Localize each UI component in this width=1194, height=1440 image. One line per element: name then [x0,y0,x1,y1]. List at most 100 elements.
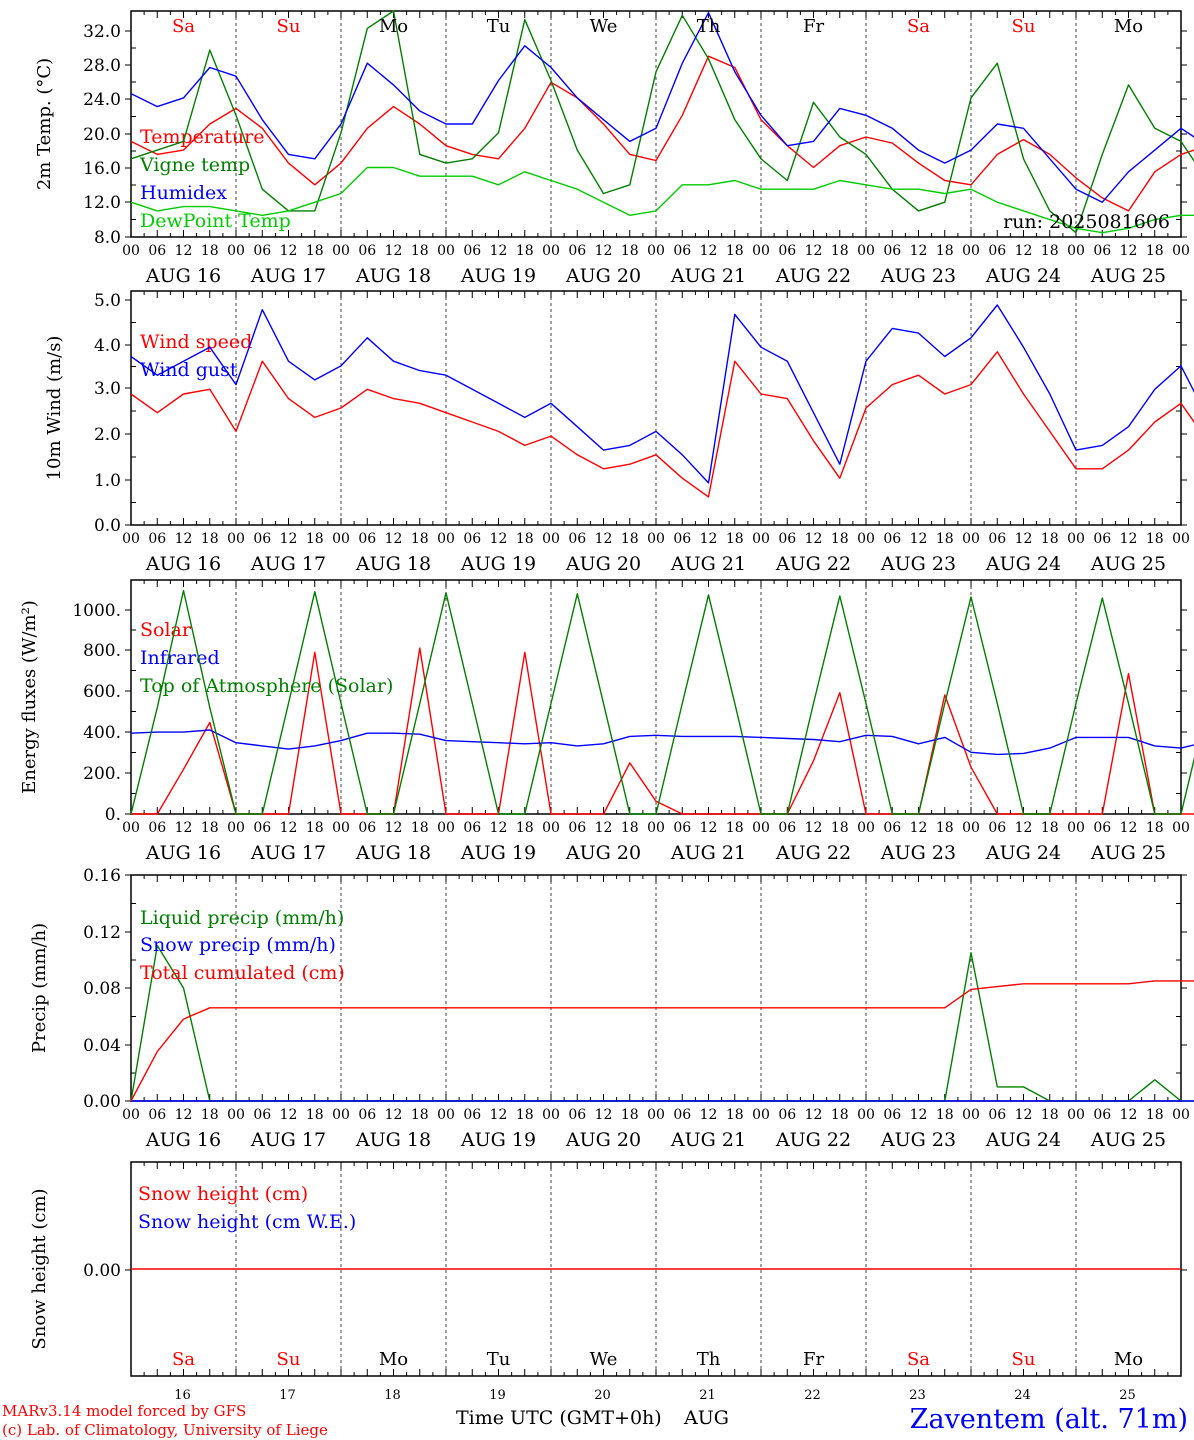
hour-tick-label: 12 [280,820,298,836]
date-label: AUG 16 [145,265,221,287]
hour-tick-label: 06 [568,531,586,547]
hour-tick-label: 06 [988,1107,1006,1123]
hour-tick-label: 12 [595,243,613,259]
credit-line: (c) Lab. of Climatology, University of L… [2,1421,328,1439]
day-number: 25 [1119,1388,1136,1403]
hour-tick-label: 06 [883,820,901,836]
date-label: AUG 21 [670,553,746,575]
y-tick-label: 0.04 [83,1036,121,1056]
hour-tick-label: 00 [227,820,245,836]
date-label: AUG 18 [355,553,431,575]
y-tick-label: 16.0 [83,159,121,179]
hour-tick-label: 12 [175,243,193,259]
date-label: AUG 25 [1090,265,1166,287]
y-tick-label: 28.0 [83,56,121,76]
legend-entry: DewPoint Temp [140,210,291,232]
hour-tick-label: 00 [227,1107,245,1123]
y-axis-label: Precip (mm/h) [29,923,50,1053]
date-label: AUG 21 [670,842,746,864]
hour-tick-label: 06 [1093,1107,1111,1123]
hour-tick-label: 12 [490,531,508,547]
hour-tick-label: 06 [463,531,481,547]
hour-tick-label: 06 [148,1107,166,1123]
hour-tick-label: 12 [175,820,193,836]
series-top-of-atmosphere-solar- [130,589,1194,815]
date-label: AUG 22 [775,553,851,575]
hour-tick-label: 00 [857,243,875,259]
hour-tick-label: 00 [437,1107,455,1123]
date-label: AUG 20 [565,553,641,575]
series-infrared [130,729,1194,756]
hour-tick-label: 18 [1041,1107,1059,1123]
hour-tick-label: 12 [280,531,298,547]
date-label: AUG 23 [880,1129,956,1151]
y-tick-label: 32.0 [83,22,121,42]
weekday-label-bottom: Su [277,1349,301,1370]
weekday-label: Sa [172,16,195,37]
hour-tick-label: 12 [490,820,508,836]
hour-tick-label: 12 [910,243,928,259]
date-label: AUG 25 [1090,842,1166,864]
series-line [130,980,1194,1102]
series-line [130,729,1194,756]
hour-tick-label: 12 [490,243,508,259]
hour-tick-label: 12 [595,1107,613,1123]
hour-tick-label: 18 [726,820,744,836]
y-tick-label: 200. [83,764,121,784]
y-tick-label: 0.0 [94,516,121,536]
date-label: AUG 22 [775,265,851,287]
hour-tick-label: 00 [647,531,665,547]
hour-tick-label: 06 [988,820,1006,836]
hour-tick-label: 06 [1093,820,1111,836]
hour-tick-label: 06 [148,531,166,547]
y-tick-label: 0.08 [83,979,121,999]
hour-tick-label: 18 [516,1107,534,1123]
hour-tick-label: 06 [673,531,691,547]
hour-tick-label: 12 [1120,243,1138,259]
y-tick-label: 8.0 [94,228,121,248]
legend-entry: Wind speed [140,331,252,353]
hour-tick-label: 18 [936,820,954,836]
hour-tick-label: 06 [1093,531,1111,547]
credit-line: MARv3.14 model forced by GFS [2,1402,246,1420]
date-label: AUG 20 [565,842,641,864]
legend-entry: Top of Atmosphere (Solar) [140,675,393,697]
y-axis-label: 2m Temp. (°C) [34,58,55,190]
hour-tick-label: 18 [1146,820,1164,836]
y-tick-label: 12.0 [83,193,121,213]
hour-tick-label: 12 [595,531,613,547]
y-tick-label: 400. [83,723,121,743]
y-tick-label: 0.00 [83,1092,121,1112]
hour-tick-label: 06 [463,1107,481,1123]
station-label: Zaventem (alt. 71m) [910,1404,1188,1435]
hour-tick-label: 00 [437,243,455,259]
date-label: AUG 19 [460,1129,536,1151]
hour-tick-label: 12 [910,1107,928,1123]
hour-tick-label: 06 [673,243,691,259]
hour-tick-label: 18 [411,820,429,836]
hour-tick-label: 18 [936,531,954,547]
date-label: AUG 24 [985,265,1061,287]
hour-tick-label: 00 [1067,531,1085,547]
hour-tick-label: 18 [201,243,219,259]
legend-entry: Temperature [140,126,264,148]
weekday-label-bottom: Th [697,1349,721,1370]
legend-entry: Snow precip (mm/h) [140,934,336,956]
x-axis-title: Time UTC (GMT+0h) [456,1407,662,1429]
panel-1: 8.0 12.0 16.0 20.0 24.0 28.0 32.0 2m Temp. (°C)… [34,10,1194,287]
hour-tick-label: 06 [463,243,481,259]
date-label: AUG 20 [565,265,641,287]
y-tick-label: 600. [83,682,121,702]
hour-tick-label: 06 [253,1107,271,1123]
y-tick-label: 4.0 [94,336,121,356]
date-label: AUG 23 [880,842,956,864]
hour-tick-label: 00 [1172,531,1190,547]
y-axis-label: 10m Wind (m/s) [44,336,65,481]
panel-4: 0.00 0.04 0.08 0.12 0.16 Precip (mm/h) Liquid … [29,866,1194,1151]
hour-tick-label: 12 [595,820,613,836]
hour-tick-label: 12 [175,1107,193,1123]
hour-tick-label: 00 [1172,1107,1190,1123]
day-number: 18 [384,1388,401,1403]
hour-tick-label: 18 [201,1107,219,1123]
hour-tick-label: 00 [857,531,875,547]
